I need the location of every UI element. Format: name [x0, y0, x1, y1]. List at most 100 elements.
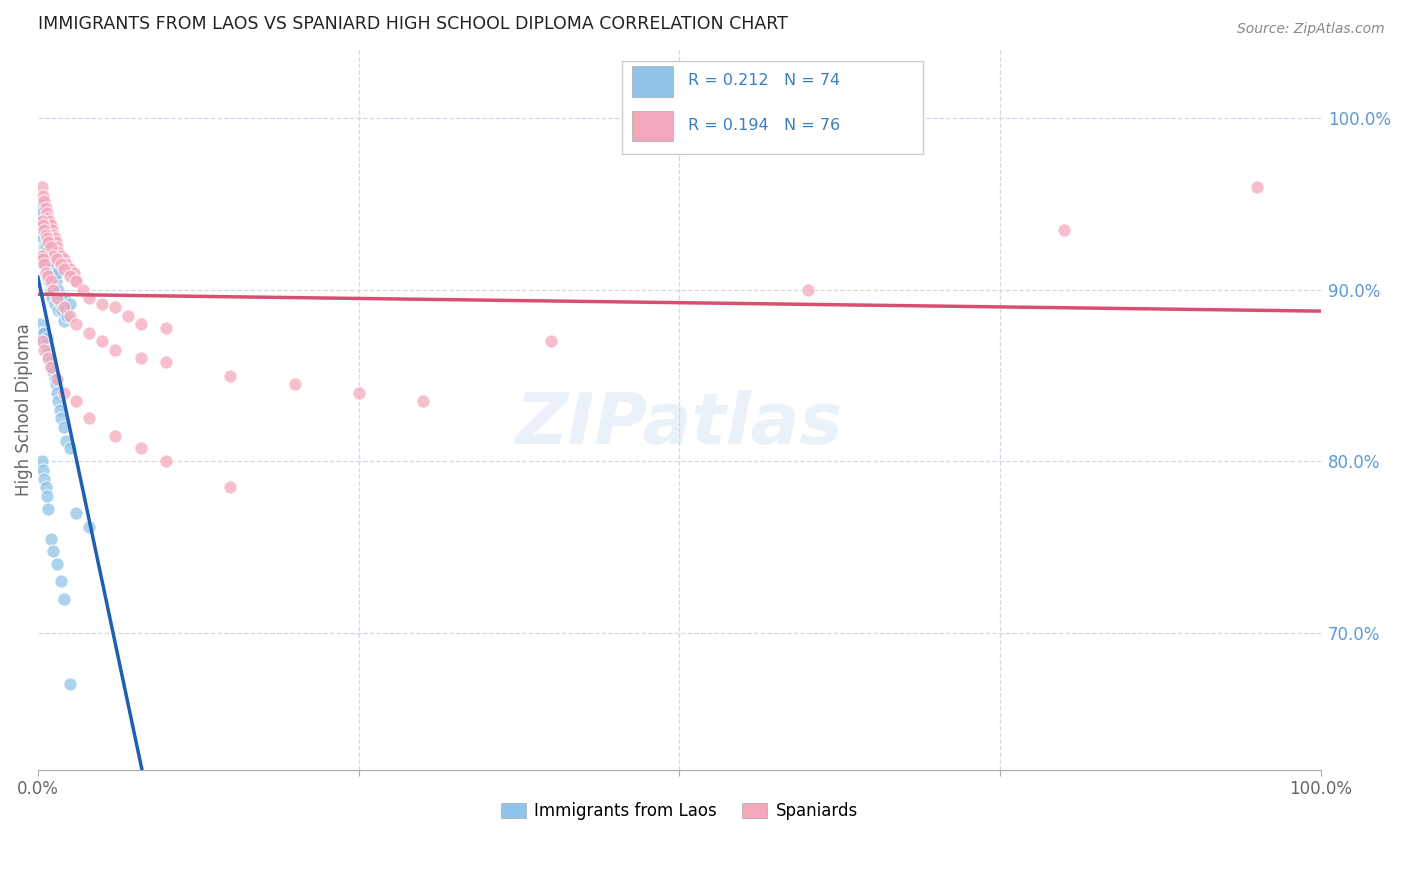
Point	[59, 441, 82, 455]
Point	[59, 262, 82, 277]
Point	[31, 223, 53, 237]
Point	[77, 411, 100, 425]
Point	[52, 420, 75, 434]
Point	[1246, 180, 1268, 194]
Point	[56, 309, 79, 323]
Point	[41, 223, 63, 237]
Legend: Immigrants from Laos, Spaniards: Immigrants from Laos, Spaniards	[495, 795, 865, 827]
Point	[65, 274, 87, 288]
Point	[35, 489, 58, 503]
Point	[37, 502, 59, 516]
Point	[41, 257, 63, 271]
Point	[38, 214, 60, 228]
Point	[34, 223, 56, 237]
Point	[35, 205, 58, 219]
Point	[44, 269, 66, 284]
FancyBboxPatch shape	[631, 66, 673, 96]
Point	[52, 292, 75, 306]
FancyBboxPatch shape	[621, 61, 924, 154]
Point	[37, 269, 59, 284]
Point	[46, 266, 69, 280]
Point	[129, 317, 152, 331]
Point	[48, 245, 70, 260]
Point	[39, 262, 62, 277]
Point	[34, 252, 56, 266]
Text: R = 0.212   N = 74: R = 0.212 N = 74	[689, 73, 841, 88]
Point	[48, 283, 70, 297]
Point	[31, 214, 53, 228]
Point	[59, 677, 82, 691]
Point	[52, 300, 75, 314]
Point	[155, 355, 177, 369]
Point	[41, 292, 63, 306]
Point	[219, 368, 242, 383]
Point	[34, 257, 56, 271]
Point	[31, 205, 53, 219]
Point	[39, 274, 62, 288]
Point	[45, 235, 67, 249]
Point	[55, 300, 77, 314]
Point	[34, 326, 56, 340]
Point	[32, 231, 55, 245]
Text: ZIPatlas: ZIPatlas	[516, 390, 844, 458]
Point	[65, 394, 87, 409]
Point	[39, 283, 62, 297]
Y-axis label: High School Diploma: High School Diploma	[15, 324, 32, 496]
Point	[34, 480, 56, 494]
Point	[117, 309, 139, 323]
Point	[34, 257, 56, 271]
Point	[65, 317, 87, 331]
Point	[45, 377, 67, 392]
Point	[46, 385, 69, 400]
Point	[48, 303, 70, 318]
Point	[42, 365, 65, 379]
Point	[35, 331, 58, 345]
Point	[37, 211, 59, 225]
Point	[412, 394, 434, 409]
Point	[104, 300, 127, 314]
Point	[1053, 223, 1076, 237]
Point	[32, 214, 55, 228]
Point	[34, 227, 56, 242]
Point	[37, 249, 59, 263]
Point	[32, 188, 55, 202]
Point	[77, 519, 100, 533]
Point	[34, 337, 56, 351]
Point	[37, 235, 59, 249]
Point	[38, 274, 60, 288]
Point	[32, 252, 55, 266]
Point	[155, 454, 177, 468]
Point	[91, 334, 114, 349]
Point	[34, 249, 56, 263]
Point	[44, 231, 66, 245]
Point	[52, 385, 75, 400]
Point	[41, 359, 63, 374]
Point	[42, 227, 65, 242]
Point	[31, 180, 53, 194]
Point	[46, 292, 69, 306]
Point	[129, 441, 152, 455]
Point	[42, 266, 65, 280]
Point	[31, 249, 53, 263]
Point	[30, 197, 52, 211]
Point	[59, 269, 82, 284]
Point	[65, 274, 87, 288]
Point	[42, 283, 65, 297]
Point	[49, 574, 72, 589]
Point	[44, 296, 66, 310]
Point	[37, 262, 59, 277]
Point	[155, 320, 177, 334]
Point	[31, 334, 53, 349]
Point	[42, 283, 65, 297]
FancyBboxPatch shape	[631, 111, 673, 141]
Point	[31, 454, 53, 468]
Point	[35, 269, 58, 284]
Point	[347, 385, 370, 400]
Point	[129, 351, 152, 366]
Point	[72, 283, 94, 297]
Point	[219, 480, 242, 494]
Text: IMMIGRANTS FROM LAOS VS SPANIARD HIGH SCHOOL DIPLOMA CORRELATION CHART: IMMIGRANTS FROM LAOS VS SPANIARD HIGH SC…	[38, 15, 787, 33]
Point	[34, 343, 56, 357]
Point	[42, 249, 65, 263]
Point	[34, 194, 56, 208]
